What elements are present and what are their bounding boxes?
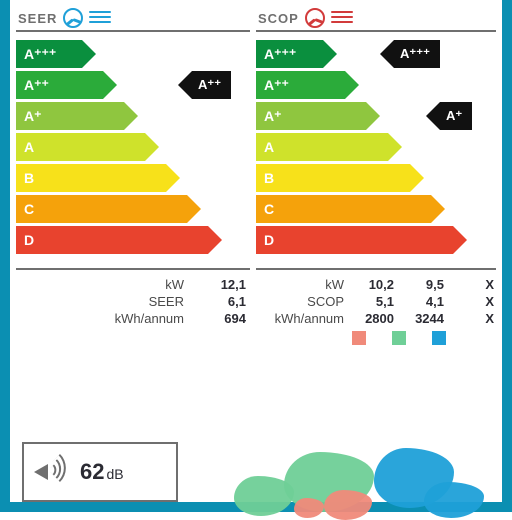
class-bar-App: A⁺⁺ bbox=[256, 71, 345, 99]
scop-header: SCOP bbox=[256, 8, 496, 30]
figure-label: SCOP bbox=[258, 294, 344, 309]
figure-value: 10,2 bbox=[344, 277, 394, 292]
seer-header-rule bbox=[16, 30, 250, 32]
figure-label: SEER bbox=[18, 294, 184, 309]
rating-pointer: A⁺ bbox=[440, 102, 472, 130]
scop-panel: SCOP A⁺⁺⁺A⁺⁺A⁺ABCDA⁺⁺⁺ A⁺ kW10,29,5XSCOP… bbox=[256, 8, 496, 502]
noise-unit: dB bbox=[106, 466, 123, 482]
map-region bbox=[324, 490, 372, 520]
seer-figure-row: SEER6,1 bbox=[16, 293, 250, 310]
figure-label: kWh/annum bbox=[258, 311, 344, 326]
class-bar-C: C bbox=[16, 195, 187, 223]
class-bar-label: A⁺⁺⁺ bbox=[24, 46, 56, 63]
class-bar-label: C bbox=[264, 201, 274, 217]
seer-separator bbox=[16, 268, 250, 270]
noise-box: 62dB bbox=[22, 442, 178, 502]
scop-header-rule bbox=[256, 30, 496, 32]
scop-figures: kW10,29,5XSCOP5,14,1XkWh/annum28003244X bbox=[256, 276, 496, 327]
figure-value: 694 bbox=[184, 311, 248, 326]
class-bar-Appp: A⁺⁺⁺ bbox=[256, 40, 323, 68]
class-bar-label: B bbox=[24, 170, 34, 186]
class-bar-label: D bbox=[24, 232, 34, 248]
scop-separator bbox=[256, 268, 496, 270]
scop-figure-row: kW10,29,5X bbox=[256, 276, 496, 293]
cool-waves-icon bbox=[89, 10, 111, 26]
class-bar-label: A⁺⁺ bbox=[24, 77, 49, 94]
heating-fan-icon bbox=[305, 8, 325, 28]
figure-value: 3244 bbox=[394, 311, 444, 326]
scop-title: SCOP bbox=[258, 11, 299, 26]
figure-value: 6,1 bbox=[184, 294, 248, 309]
class-bar-label: D bbox=[264, 232, 274, 248]
seer-figure-row: kW12,1 bbox=[16, 276, 250, 293]
figure-label: kWh/annum bbox=[18, 311, 184, 326]
map-region bbox=[294, 498, 324, 518]
class-bar-label: A⁺⁺⁺ bbox=[264, 46, 296, 63]
figure-label: kW bbox=[18, 277, 184, 292]
climate-zone-chip bbox=[352, 331, 366, 345]
figure-value: X bbox=[444, 294, 494, 309]
climate-zone-chip bbox=[392, 331, 406, 345]
class-bar-label: A⁺ bbox=[24, 108, 42, 125]
figure-value: 12,1 bbox=[184, 277, 248, 292]
figure-label: kW bbox=[258, 277, 344, 292]
seer-figure-row: kWh/annum694 bbox=[16, 310, 250, 327]
europe-map bbox=[224, 442, 494, 520]
scop-pointer-column-2: A⁺ bbox=[440, 40, 494, 258]
class-bar-label: C bbox=[24, 201, 34, 217]
class-bar-Appp: A⁺⁺⁺ bbox=[16, 40, 82, 68]
class-bar-A: A bbox=[16, 133, 145, 161]
speaker-icon bbox=[34, 458, 70, 486]
noise-value-wrap: 62dB bbox=[80, 459, 124, 485]
rating-pointer: A⁺⁺ bbox=[192, 71, 231, 99]
scop-figure-row: SCOP5,14,1X bbox=[256, 293, 496, 310]
class-bar-B: B bbox=[16, 164, 166, 192]
seer-title: SEER bbox=[18, 11, 57, 26]
seer-panel: SEER A⁺⁺⁺A⁺⁺A⁺ABCDA⁺⁺ kW12,1SEER6,1kWh/a… bbox=[16, 8, 250, 502]
figure-value: 4,1 bbox=[394, 294, 444, 309]
class-bar-label: B bbox=[264, 170, 274, 186]
class-bar-Ap: A⁺ bbox=[256, 102, 366, 130]
class-bar-B: B bbox=[256, 164, 410, 192]
class-bar-label: A⁺⁺ bbox=[264, 77, 289, 94]
figure-value: 9,5 bbox=[394, 277, 444, 292]
map-region bbox=[424, 482, 484, 518]
class-bar-Ap: A⁺ bbox=[16, 102, 124, 130]
class-bar-label: A bbox=[24, 139, 34, 155]
seer-pointer-column: A⁺⁺ bbox=[192, 40, 246, 258]
energy-label-frame: SEER A⁺⁺⁺A⁺⁺A⁺ABCDA⁺⁺ kW12,1SEER6,1kWh/a… bbox=[0, 0, 512, 512]
figure-value: X bbox=[444, 277, 494, 292]
class-bar-label: A bbox=[264, 139, 274, 155]
heat-waves-icon bbox=[331, 10, 353, 26]
figure-value: X bbox=[444, 311, 494, 326]
class-bar-D: D bbox=[16, 226, 208, 254]
class-bar-App: A⁺⁺ bbox=[16, 71, 103, 99]
class-bar-A: A bbox=[256, 133, 388, 161]
cooling-fan-icon bbox=[63, 8, 83, 28]
climate-zone-chips bbox=[352, 331, 496, 345]
figure-value: 5,1 bbox=[344, 294, 394, 309]
climate-zone-chip bbox=[432, 331, 446, 345]
seer-header: SEER bbox=[16, 8, 250, 30]
class-bar-label: A⁺ bbox=[264, 108, 282, 125]
scop-figure-row: kWh/annum28003244X bbox=[256, 310, 496, 327]
noise-value: 62 bbox=[80, 459, 104, 484]
seer-figures: kW12,1SEER6,1kWh/annum694 bbox=[16, 276, 250, 327]
figure-value: 2800 bbox=[344, 311, 394, 326]
rating-pointer: A⁺⁺⁺ bbox=[394, 40, 440, 68]
seer-ladder: A⁺⁺⁺ A⁺⁺ A⁺ ABCD A⁺⁺ bbox=[16, 40, 250, 258]
scop-ladder: A⁺⁺⁺ A⁺⁺ A⁺ ABCD A⁺⁺⁺ A⁺ bbox=[256, 40, 496, 258]
